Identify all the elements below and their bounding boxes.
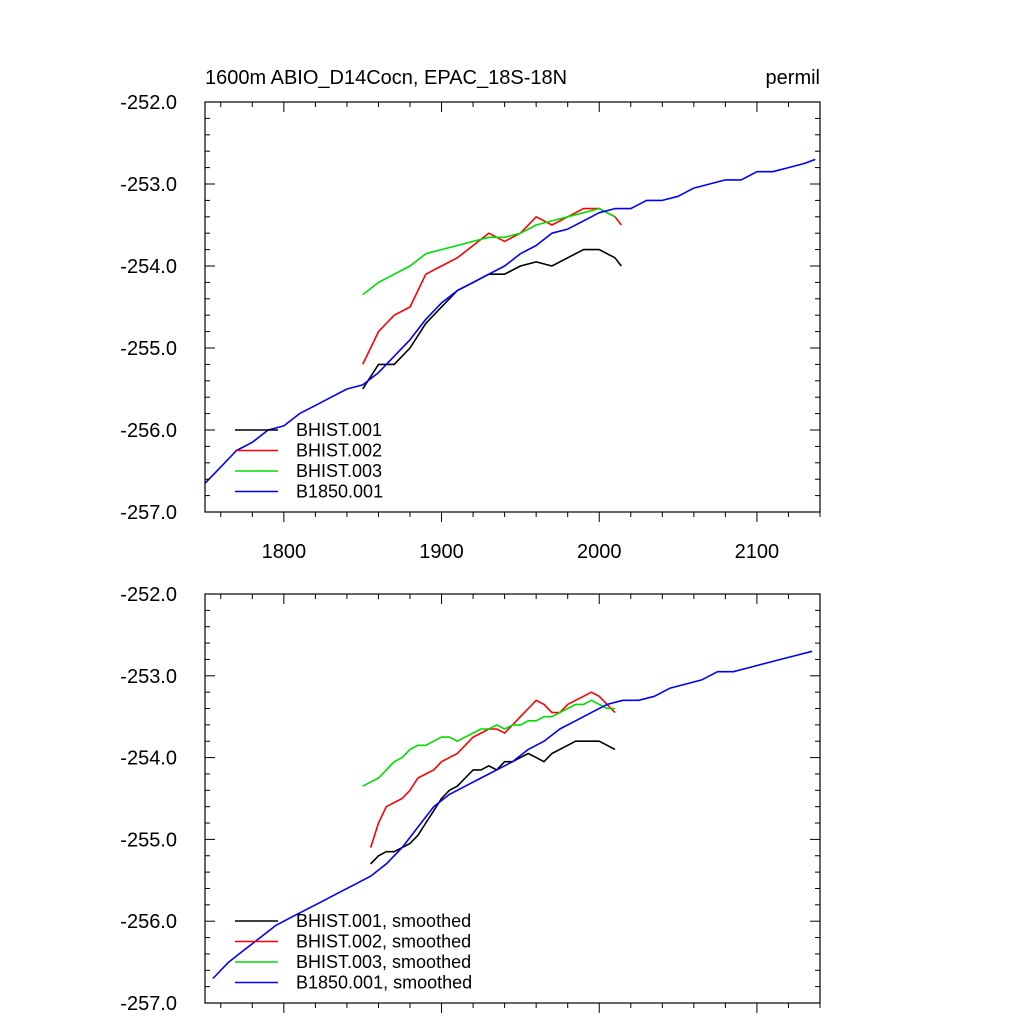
plot-frame xyxy=(204,593,821,1004)
x-tick-label: 2100 xyxy=(735,541,780,563)
y-tick-label: -253.0 xyxy=(120,174,177,196)
legend-label: B1850.001 xyxy=(296,482,383,502)
legend-label: BHIST.001 xyxy=(296,420,382,440)
y-tick-label: -253.0 xyxy=(120,666,177,688)
plot-frame xyxy=(204,101,821,513)
x-tick-label: 1800 xyxy=(262,541,307,563)
legend-label: BHIST.002, smoothed xyxy=(296,932,471,952)
legend-label: BHIST.003 xyxy=(296,461,382,481)
chart-panel-1: 1600m ABIO_D14Cocn, EPAC_18S-18N permil -2… xyxy=(120,67,821,563)
series-line-2 xyxy=(361,207,622,365)
y-tick-label: -257.0 xyxy=(120,502,177,524)
series-line-3 xyxy=(362,207,616,296)
y-tick-label: -255.0 xyxy=(120,338,177,360)
chart-units: permil xyxy=(766,67,820,89)
y-tick-label: -254.0 xyxy=(120,748,177,770)
series-line-4 xyxy=(205,158,816,484)
y-tick-label: -255.0 xyxy=(120,829,177,851)
x-tick-label: 1900 xyxy=(419,541,464,563)
series-line-1 xyxy=(362,248,622,390)
chart-title: 1600m ABIO_D14Cocn, EPAC_18S-18N xyxy=(205,67,567,89)
chart-panel-2: -252.0 -253.0 -254.0 -255.0 -256.0 -257.0 BHIS… xyxy=(120,584,821,1015)
x-tick-label: 2000 xyxy=(577,541,622,563)
legend-label: BHIST.002 xyxy=(296,441,382,461)
y-tick-label: -252.0 xyxy=(120,584,177,606)
y-tick-label: -252.0 xyxy=(120,92,177,114)
y-tick-label: -256.0 xyxy=(120,420,177,442)
y-tick-label: -254.0 xyxy=(120,256,177,278)
series-line-1 xyxy=(370,740,616,865)
series-line-2 xyxy=(369,691,616,848)
y-tick-label: -256.0 xyxy=(120,911,177,933)
legend-label: BHIST.001, smoothed xyxy=(296,911,471,931)
series-line-3 xyxy=(362,699,615,787)
y-tick-label: -257.0 xyxy=(120,993,177,1015)
legend-label: B1850.001, smoothed xyxy=(296,973,472,993)
legend-label: BHIST.003, smoothed xyxy=(296,952,471,972)
series-line-4 xyxy=(212,650,813,980)
